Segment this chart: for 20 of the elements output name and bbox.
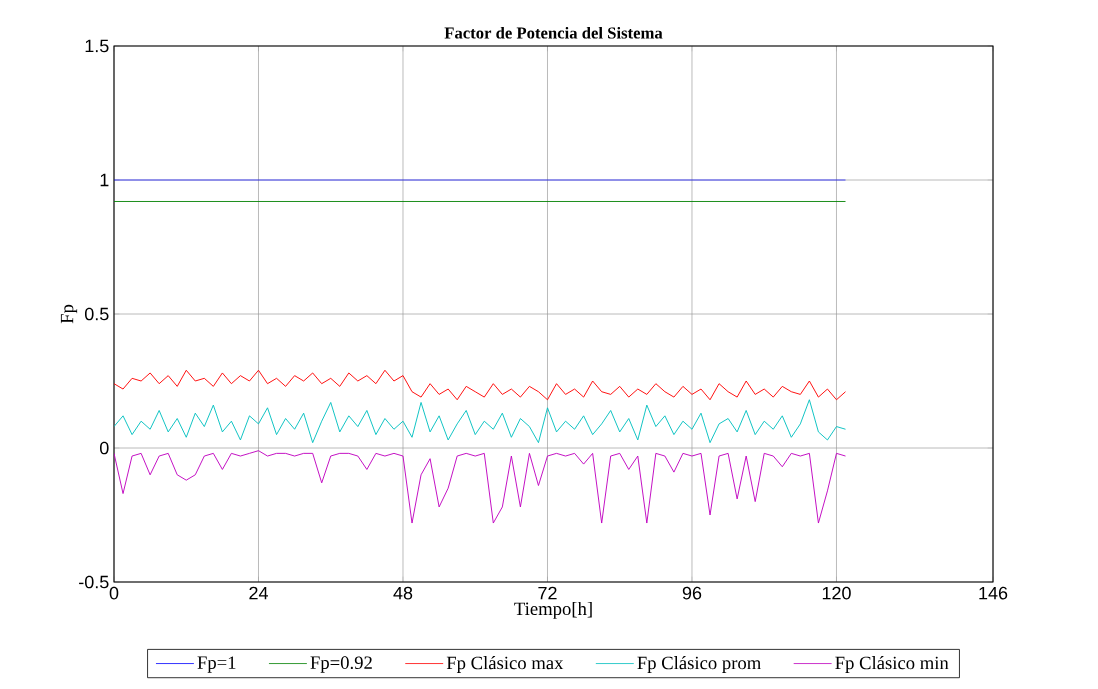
x-tick-label: 72 <box>538 586 557 600</box>
y-tick-label: -0.5 <box>79 575 109 589</box>
x-tick-label: 24 <box>249 586 268 600</box>
y-tick-label: 1.5 <box>85 39 109 53</box>
y-tick-label: 0.5 <box>84 307 109 321</box>
x-tick-label: 96 <box>682 586 702 600</box>
x-tick-label: 120 <box>822 586 851 600</box>
chart-title: Factor de Potencia del Sistema <box>444 26 663 39</box>
legend-label: Fp=1 <box>197 656 236 673</box>
legend-label: Fp Clásico prom <box>637 656 761 674</box>
y-tick-label: 1 <box>100 173 109 187</box>
y-tick-label: 0 <box>99 441 109 455</box>
x-tick-label: 146 <box>979 586 1008 600</box>
legend-label: Fp=0.92 <box>310 656 372 673</box>
y-axis-title: Fp <box>60 304 78 324</box>
x-tick-label: 0 <box>109 586 119 600</box>
x-tick-label: 48 <box>393 586 413 600</box>
x-axis-title: Tiempo[h] <box>514 601 592 619</box>
legend-label: Fp Clásico min <box>835 656 949 674</box>
legend-label: Fp Clásico max <box>446 656 564 674</box>
